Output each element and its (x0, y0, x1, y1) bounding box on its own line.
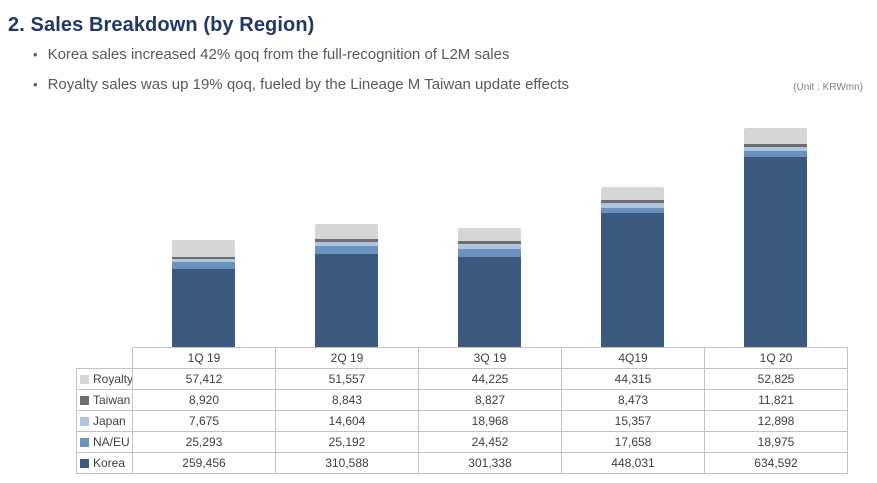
value-cell-japan-1q-19: 7,675 (132, 410, 276, 432)
value-cell-na-eu-4q19: 17,658 (561, 431, 705, 453)
stacked-bar-2q-19 (315, 223, 378, 347)
bar-segment-na-eu (458, 249, 521, 257)
bar-segment-royalty (172, 239, 235, 257)
column-header-2q-19: 2Q 19 (275, 347, 419, 369)
bar-segment-japan (458, 243, 521, 250)
value-cell-korea-1q-20: 634,592 (704, 452, 848, 474)
bar-segment-royalty (315, 223, 378, 240)
bar-column-2q-19 (275, 120, 418, 347)
value-cell-japan-4q19: 15,357 (561, 410, 705, 432)
table-corner-cell (76, 347, 133, 369)
value-cell-na-eu-3q-19: 24,452 (418, 431, 562, 453)
legend-label-royalty: Royalty (93, 372, 133, 386)
bar-segment-taiwan (172, 256, 235, 260)
bar-segment-taiwan (601, 200, 664, 203)
value-cell-korea-4q19: 448,031 (561, 452, 705, 474)
page-title: 2. Sales Breakdown (by Region) (8, 14, 315, 37)
legend-swatch-korea (80, 458, 89, 468)
legend-cell-korea: Korea (76, 452, 133, 474)
bar-segment-royalty (601, 187, 664, 201)
bullet-text: Royalty sales was up 19% qoq, fueled by … (47, 76, 570, 93)
bullet-item: • Royalty sales was up 19% qoq, fueled b… (33, 76, 569, 94)
legend-label-japan: Japan (93, 414, 126, 428)
bar-column-1q-19 (132, 120, 275, 347)
value-cell-korea-1q-19: 259,456 (132, 452, 276, 474)
value-cell-royalty-3q-19: 44,225 (418, 368, 562, 390)
value-cell-royalty-1q-19: 57,412 (132, 368, 276, 390)
bar-segment-taiwan (744, 143, 807, 148)
bar-column-3q-19 (418, 120, 561, 347)
table-row-taiwan: Taiwan 8,920 8,843 8,827 8,473 11,821 (76, 389, 848, 411)
stacked-bar-chart (132, 120, 847, 347)
legend-swatch-taiwan (80, 395, 89, 405)
bar-segment-japan (601, 202, 664, 208)
bar-segment-royalty (458, 227, 521, 242)
value-cell-japan-3q-19: 18,968 (418, 410, 562, 432)
table-row-japan: Japan 7,675 14,604 18,968 15,357 12,898 (76, 410, 848, 432)
stacked-bar-1q-20 (744, 128, 807, 347)
bar-segment-royalty (744, 128, 807, 144)
table-row-royalty: Royalty 57,412 51,557 44,225 44,315 52,825 (76, 368, 848, 390)
column-header-4q19: 4Q19 (561, 347, 705, 369)
unit-note: (Unit : KRWmn) (793, 82, 863, 93)
value-cell-japan-1q-20: 12,898 (704, 410, 848, 432)
value-cell-taiwan-1q-20: 11,821 (704, 389, 848, 411)
bullet-text: Korea sales increased 42% qoq from the f… (47, 46, 510, 63)
legend-cell-na-eu: NA/EU (76, 431, 133, 453)
table-header-row: 1Q 19 2Q 19 3Q 19 4Q19 1Q 20 (76, 347, 848, 369)
legend-swatch-royalty (80, 374, 89, 384)
stacked-bar-1q-19 (172, 239, 235, 347)
bar-segment-na-eu (315, 246, 378, 254)
value-cell-royalty-1q-20: 52,825 (704, 368, 848, 390)
bar-column-4q19 (561, 120, 704, 347)
value-cell-taiwan-2q-19: 8,843 (275, 389, 419, 411)
legend-cell-royalty: Royalty (76, 368, 133, 390)
value-cell-korea-2q-19: 310,588 (275, 452, 419, 474)
bar-segment-na-eu (172, 261, 235, 270)
bar-segment-na-eu (601, 207, 664, 213)
bar-segment-korea (601, 212, 664, 347)
bar-segment-korea (744, 156, 807, 347)
bar-segment-japan (315, 242, 378, 247)
column-header-1q-19: 1Q 19 (132, 347, 276, 369)
bullet-icon: • (33, 77, 38, 92)
bar-segment-na-eu (744, 151, 807, 157)
table-row-korea: Korea 259,456 310,588 301,338 448,031 634,592 (76, 452, 848, 474)
bar-segment-taiwan (458, 241, 521, 244)
value-cell-taiwan-1q-19: 8,920 (132, 389, 276, 411)
value-cell-royalty-2q-19: 51,557 (275, 368, 419, 390)
bullet-icon: • (33, 47, 38, 62)
table-row-na-eu: NA/EU 25,293 25,192 24,452 17,658 18,975 (76, 431, 848, 453)
stacked-bar-4q19 (601, 187, 664, 347)
bullet-list: • Korea sales increased 42% qoq from the… (33, 46, 569, 106)
value-cell-royalty-4q19: 44,315 (561, 368, 705, 390)
value-cell-japan-2q-19: 14,604 (275, 410, 419, 432)
value-cell-taiwan-3q-19: 8,827 (418, 389, 562, 411)
legend-label-korea: Korea (93, 456, 126, 470)
bar-segment-japan (172, 259, 235, 262)
column-header-1q-20: 1Q 20 (704, 347, 848, 369)
value-cell-na-eu-2q-19: 25,192 (275, 431, 419, 453)
bullet-item: • Korea sales increased 42% qoq from the… (33, 46, 569, 64)
bar-segment-taiwan (315, 239, 378, 243)
bar-segment-japan (744, 147, 807, 152)
bar-column-1q-20 (704, 120, 847, 347)
legend-cell-taiwan: Taiwan (76, 389, 133, 411)
bar-segment-korea (458, 256, 521, 347)
value-cell-na-eu-1q-19: 25,293 (132, 431, 276, 453)
bar-segment-korea (315, 253, 378, 347)
data-table: 1Q 19 2Q 19 3Q 19 4Q19 1Q 20 Royalty 57,412 51,… (76, 347, 848, 474)
column-header-3q-19: 3Q 19 (418, 347, 562, 369)
value-cell-taiwan-4q19: 8,473 (561, 389, 705, 411)
legend-label-na-eu: NA/EU (93, 435, 130, 449)
legend-cell-japan: Japan (76, 410, 133, 432)
legend-label-taiwan: Taiwan (93, 393, 131, 407)
value-cell-korea-3q-19: 301,338 (418, 452, 562, 474)
value-cell-na-eu-1q-20: 18,975 (704, 431, 848, 453)
bar-segment-korea (172, 269, 235, 347)
legend-swatch-na-eu (80, 437, 89, 447)
stacked-bar-3q-19 (458, 227, 521, 347)
legend-swatch-japan (80, 416, 89, 426)
